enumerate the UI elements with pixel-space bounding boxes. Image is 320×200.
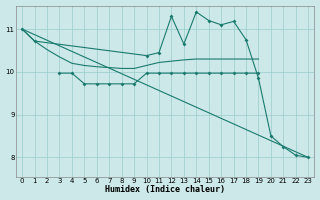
X-axis label: Humidex (Indice chaleur): Humidex (Indice chaleur)	[105, 185, 225, 194]
